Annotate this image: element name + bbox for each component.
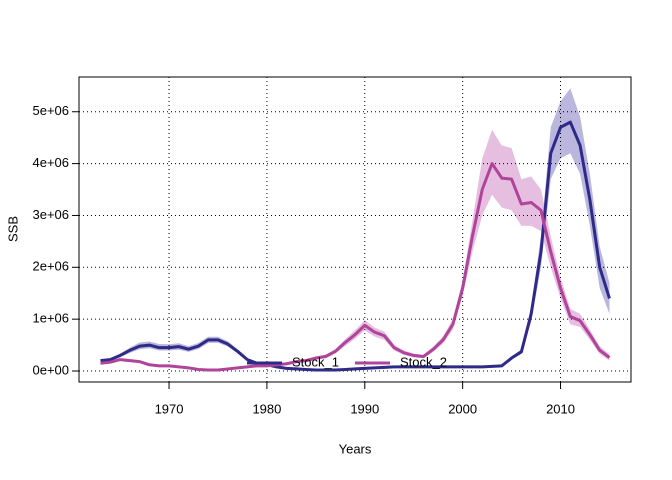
y-tick-label: 5e+06 <box>32 103 69 118</box>
y-tick-label: 4e+06 <box>32 155 69 170</box>
x-tick-label: 2000 <box>448 401 477 416</box>
y-tick-label: 1e+06 <box>32 311 69 326</box>
legend-label: Stock_2 <box>400 354 447 369</box>
x-tick-label: 1970 <box>155 401 184 416</box>
confidence-band <box>100 88 610 371</box>
series-line <box>100 162 611 372</box>
series-line <box>100 120 611 372</box>
y-tick-label: 3e+06 <box>32 207 69 222</box>
y-tick-label: 0e+00 <box>32 362 69 377</box>
x-tick-label: 1990 <box>350 401 379 416</box>
x-tick-label: 2010 <box>546 401 575 416</box>
y-axis-label: SSB <box>5 216 20 242</box>
y-tick-label: 2e+06 <box>32 259 69 274</box>
legend-label: Stock_1 <box>292 354 339 369</box>
plot-frame <box>78 76 632 383</box>
x-tick-label: 1980 <box>252 401 281 416</box>
x-axis-label: Years <box>339 441 372 456</box>
